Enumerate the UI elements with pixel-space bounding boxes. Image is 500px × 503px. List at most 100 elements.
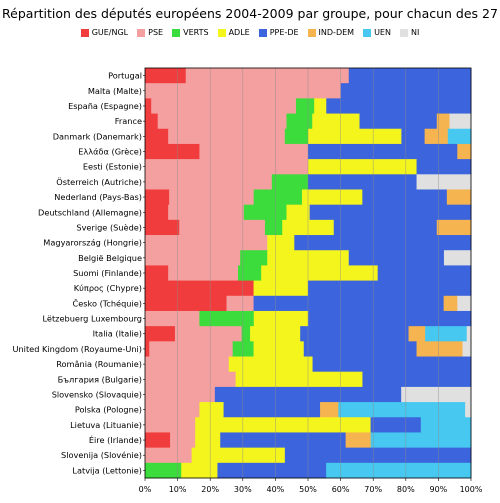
bar-segment-united-kingdom-royaume-uni-ind-dem	[416, 341, 463, 357]
legend-swatch	[217, 28, 226, 37]
bar-segment-cesko-tchequie-pse	[226, 295, 254, 312]
bar-segment-eire-irlande-gue-ngl	[145, 432, 171, 449]
bar-segment-deutschland-allemagne-adle	[286, 204, 311, 221]
bar-segment-belgie-belgique-ppe-de	[348, 250, 445, 266]
legend-label: UEN	[374, 28, 391, 37]
chart-title: Répartition des députés européens 2004-2…	[2, 6, 498, 21]
bar-segment-osterreich-autriche-ni	[416, 174, 472, 190]
bar-segment-sverige-suede-ppe-de	[333, 219, 438, 236]
legend-swatch	[80, 28, 89, 37]
bar-segment-letzebuerg-luxembourg-ppe-de	[308, 310, 472, 327]
country-label-portugal: Portugal	[108, 71, 142, 81]
bar-segment-portugal-gue-ngl	[145, 68, 187, 84]
bar-segment-chypre-gue-ngl	[145, 280, 254, 297]
bar-segment-lietuva-lituanie-pse	[145, 417, 196, 433]
bar-segment-eesti-estonie-ppe-de	[416, 159, 472, 175]
bar-segment-letzebuerg-luxembourg-pse	[145, 310, 200, 327]
country-label-cesko-tchequie: Česko (Tchéquie)	[72, 297, 142, 308]
bar-segment-italia-italie-gue-ngl	[145, 326, 176, 342]
bar-segment-nederland-pays-bas-verts	[253, 189, 303, 206]
bar-segment-romania-roumanie-adle	[228, 356, 313, 373]
bar-segment-polska-pologne-ppe-de	[223, 402, 321, 418]
legend-label: PPE-DE	[269, 28, 299, 37]
bar-segment-deutschland-allemagne-gue-ngl	[145, 204, 169, 221]
bar-segment-united-kingdom-royaume-uni-gue-ngl	[145, 341, 150, 357]
bar-segment-espana-espagne-gue-ngl	[145, 98, 152, 114]
bar-segment-romania-roumanie-pse	[145, 356, 230, 373]
bar-segment-slovenija-slovenie-ppe-de	[284, 447, 472, 464]
bar-segment-eire-irlande-ppe-de	[220, 432, 347, 449]
bar-segment-nederland-pays-bas-ind-dem	[446, 189, 472, 206]
bar-segment-polska-pologne-pse	[145, 402, 200, 418]
legend-swatch	[307, 28, 316, 37]
x-axis-ticks: 0% 10% 20% 30% 40% 50% 60% 70% 80% 90% 100%	[139, 478, 483, 494]
bar-segment-romania-roumanie-ppe-de	[312, 356, 472, 373]
country-label-slovenija-slovenie: Slovenija (Slovénie)	[61, 450, 142, 460]
country-label-eire-irlande: Éire (Irlande)	[89, 434, 142, 445]
bar-segment-sverige-suede-verts	[264, 219, 283, 236]
bar-segment-slovensko-slovaquie-ni	[401, 386, 472, 403]
bar-segment-polska-pologne-adle	[199, 402, 224, 418]
legend-item-gue-ngl: GUE/NGL	[80, 28, 129, 37]
legend-swatch	[137, 28, 146, 37]
legend-swatch	[172, 28, 181, 37]
country-label-grece: Ελλάδα (Grèce)	[78, 147, 142, 157]
country-label-lietuva-lituanie: Lietuva (Lituanie)	[70, 420, 142, 430]
country-label-espana-espagne: España (Espagne)	[68, 101, 142, 111]
country-label-united-kingdom-royaume-uni: United Kingdom (Royaume-Uni)	[12, 344, 142, 354]
country-label-letzebuerg-luxembourg: Lëtzebuerg Luxembourg	[43, 314, 142, 324]
bar-segment-eesti-estonie-pse	[145, 159, 309, 175]
legend-label: GUE/NGL	[91, 28, 129, 37]
legend-item-uen: UEN	[363, 28, 391, 37]
country-label-danmark-danemark: Danmark (Danemark)	[53, 131, 142, 141]
legend-label: NI	[410, 28, 420, 37]
bar-segment-latvija-lettonie-adle	[181, 462, 218, 479]
bar-segment-united-kingdom-royaume-uni-pse	[149, 341, 234, 357]
legend-label: ADLE	[228, 28, 250, 37]
x-tick-label-20: 20%	[201, 485, 219, 494]
bar-segment-grece-ppe-de	[308, 143, 458, 160]
bar-segment-united-kingdom-royaume-uni-ni	[462, 341, 472, 357]
country-label-bulgarie: България (Bulgarie)	[58, 374, 142, 384]
bar-segment-sverige-suede-ind-dem	[436, 219, 472, 236]
bar-segment-danmark-danemark-adle	[308, 128, 402, 145]
country-label-malta-malte: Malta (Malte)	[88, 86, 142, 96]
bar-segment-espana-espagne-adle	[314, 98, 327, 114]
country-label-osterreich-autriche: Österreich (Autriche)	[56, 177, 142, 187]
bar-segment-polska-pologne-uen	[338, 402, 466, 418]
legend-item-ni: NI	[399, 28, 420, 37]
bar-segment-polska-pologne-ni	[465, 402, 472, 418]
bar-segment-chypre-adle	[253, 280, 309, 297]
bar-segment-france-verts	[286, 113, 313, 130]
bar-segment-letzebuerg-luxembourg-verts	[199, 310, 255, 327]
legend-swatch	[399, 28, 408, 37]
bar-segment-belgie-belgique-ni	[443, 250, 472, 266]
bar-segment-italia-italie-pse	[174, 326, 243, 342]
bar-segment-danmark-danemark-ppe-de	[401, 128, 426, 145]
country-label-romania-roumanie: România (Roumanie)	[56, 359, 142, 369]
legend-item-ind-dem: IND-DEM	[307, 28, 355, 37]
bar-segment-magyarorszag-hongrie-ppe-de	[294, 235, 472, 251]
legend-label: IND-DEM	[318, 28, 355, 37]
bar-segment-sverige-suede-gue-ngl	[145, 219, 180, 236]
bar-segment-espana-espagne-ppe-de	[326, 98, 472, 114]
x-tick-label-90: 90%	[430, 485, 448, 494]
bar-segment-sverige-suede-pse	[179, 219, 266, 236]
bar-segment-eire-irlande-uen	[370, 432, 472, 449]
bar-segment-france-ppe-de	[359, 113, 438, 130]
bar-segment-deutschland-allemagne-pse	[168, 204, 245, 221]
bar-segment-bulgarie-ppe-de	[362, 371, 472, 388]
bar-segment-nederland-pays-bas-gue-ngl	[145, 189, 170, 206]
x-tick-label-50: 50%	[299, 485, 317, 494]
bar-segment-nederland-pays-bas-pse	[169, 189, 255, 206]
grid-layer	[177, 68, 439, 478]
bar-segment-suomi-finlande-adle	[261, 265, 379, 281]
legend-item-ppe-de: PPE-DE	[258, 28, 299, 37]
bar-segment-osterreich-autriche-pse	[145, 174, 273, 190]
bar-segment-osterreich-autriche-ppe-de	[308, 174, 417, 190]
bar-segment-deutschland-allemagne-verts	[243, 204, 287, 221]
x-tick-label-0: 0%	[139, 485, 152, 494]
bar-segment-united-kingdom-royaume-uni-verts	[232, 341, 254, 357]
x-tick-label-70: 70%	[364, 485, 382, 494]
